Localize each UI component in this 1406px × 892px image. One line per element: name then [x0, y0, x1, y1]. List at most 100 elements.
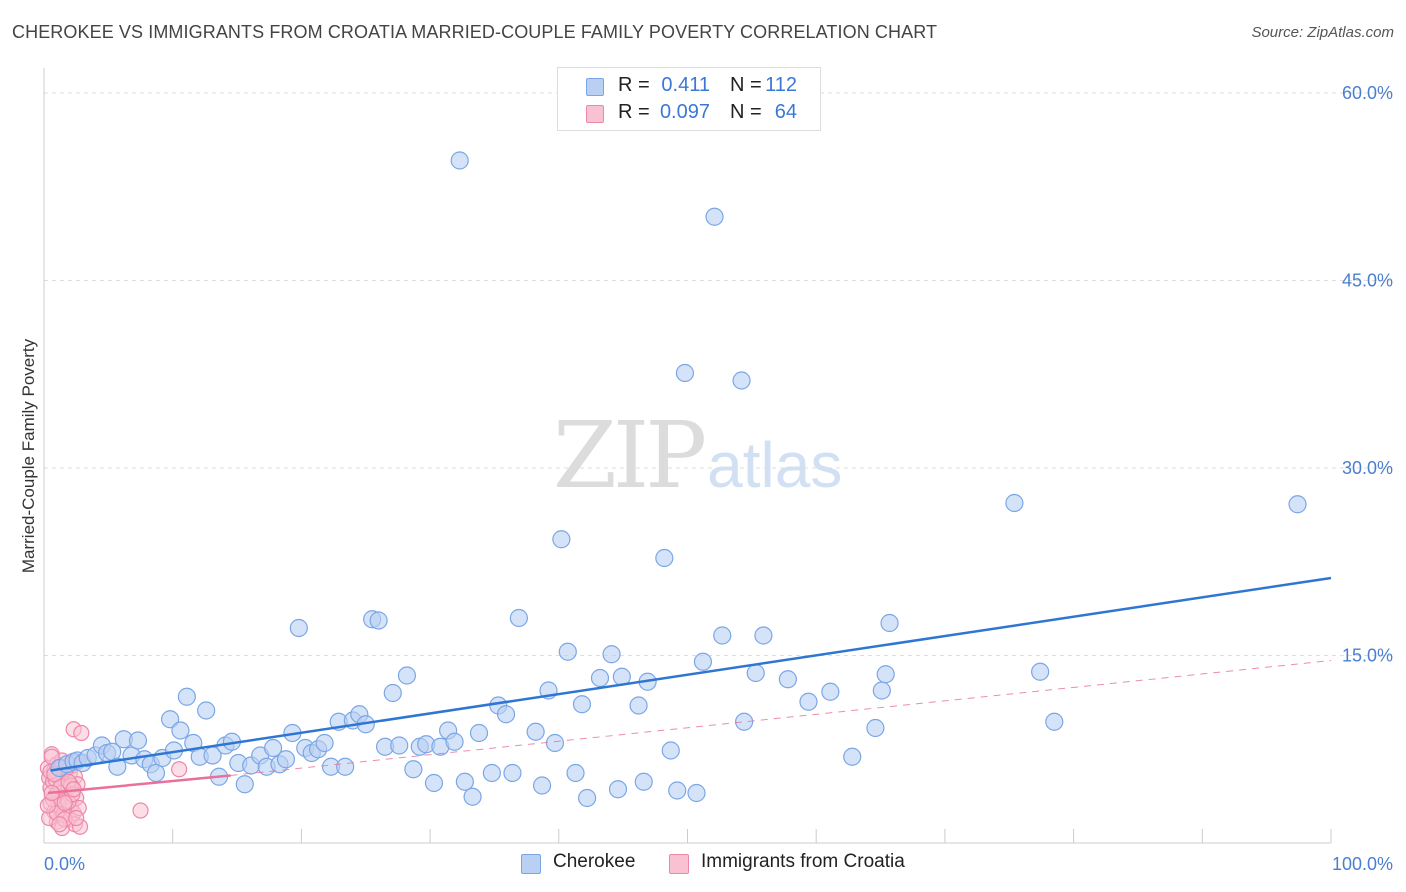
- data-point-cherokee: [675, 363, 695, 383]
- legend-n-label: N =: [730, 101, 762, 123]
- cherokee-swatch: [521, 854, 541, 874]
- croatia-swatch: [586, 105, 604, 123]
- series-croatia-points: [39, 721, 188, 837]
- data-point-cherokee: [655, 548, 674, 568]
- data-point-cherokee: [602, 645, 621, 664]
- y-tick-label: 30.0%: [1342, 458, 1393, 478]
- data-point-cherokee: [177, 687, 196, 706]
- data-point-cherokee: [197, 701, 216, 720]
- data-point-cherokee: [463, 787, 482, 806]
- data-point-cherokee: [469, 723, 489, 743]
- x-tick-marks: [172, 829, 1332, 843]
- legend-r-label: R =: [618, 74, 650, 96]
- data-point-cherokee: [732, 371, 751, 390]
- data-point-cherokee: [509, 608, 529, 628]
- data-point-cherokee: [397, 666, 417, 685]
- legend-row-cherokee: R = 0.411 N = 112: [558, 74, 820, 100]
- data-point-croatia: [171, 761, 188, 778]
- data-point-cherokee: [496, 705, 516, 724]
- y-axis-label: Married-Couple Family Poverty: [19, 338, 38, 573]
- bottom-legend-label: Cherokee: [553, 851, 636, 872]
- data-point-cherokee: [566, 763, 585, 783]
- data-point-cherokee: [482, 763, 501, 783]
- bottom-legend-label: Immigrants from Croatia: [701, 851, 905, 872]
- data-point-cherokee: [880, 613, 899, 633]
- data-point-cherokee: [713, 626, 732, 645]
- data-point-cherokee: [735, 712, 754, 731]
- legend-n-value: 112: [765, 74, 797, 96]
- data-point-cherokee: [876, 665, 895, 684]
- croatia-swatch: [669, 854, 689, 874]
- data-point-cherokee: [693, 652, 713, 671]
- source-credit: Source: ZipAtlas.com: [1251, 24, 1394, 41]
- data-point-cherokee: [705, 207, 724, 226]
- data-point-cherokee: [661, 741, 680, 760]
- x-tick-label-max: 100.0%: [1332, 854, 1393, 874]
- data-point-cherokee: [552, 530, 571, 549]
- data-point-cherokee: [843, 747, 862, 766]
- chart-title: CHEROKEE VS IMMIGRANTS FROM CROATIA MARR…: [12, 22, 938, 42]
- legend-r-label: R =: [618, 101, 650, 123]
- data-point-cherokee: [128, 731, 148, 750]
- data-point-cherokee: [821, 682, 840, 701]
- data-point-cherokee: [532, 776, 552, 795]
- data-point-cherokee: [263, 738, 283, 758]
- data-point-cherokee: [778, 670, 797, 689]
- axes: [43, 68, 1331, 844]
- data-point-cherokee: [424, 773, 444, 793]
- data-point-cherokee: [545, 733, 565, 753]
- y-tick-label: 60.0%: [1342, 83, 1393, 103]
- data-point-croatia: [56, 794, 73, 812]
- watermark-atlas: atlas: [707, 429, 843, 501]
- data-point-cherokee: [578, 788, 597, 808]
- legend-row-croatia: R = 0.097 N = 64: [558, 101, 820, 127]
- data-point-croatia: [73, 724, 90, 742]
- data-point-cherokee: [315, 733, 334, 753]
- trend-line-croatia-extension: [230, 660, 1332, 776]
- trend-lines: [47, 576, 1332, 795]
- data-point-cherokee: [558, 642, 577, 661]
- data-point-cherokee: [289, 618, 308, 638]
- correlation-legend: R = 0.411 N = 112 R = 0.097 N = 64: [557, 67, 821, 131]
- data-point-cherokee: [572, 695, 592, 714]
- data-point-cherokee: [336, 757, 355, 776]
- data-point-croatia: [132, 802, 149, 819]
- data-point-cherokee: [108, 757, 127, 776]
- legend-r-value: 0.411: [661, 74, 710, 96]
- gridlines: [44, 92, 1395, 656]
- y-tick-label: 45.0%: [1342, 271, 1393, 291]
- data-point-cherokee: [668, 781, 687, 800]
- x-tick-label-min: 0.0%: [44, 854, 85, 874]
- data-point-cherokee: [608, 780, 628, 799]
- data-point-cherokee: [369, 611, 388, 630]
- y-tick-label: 15.0%: [1342, 646, 1393, 666]
- data-point-cherokee: [404, 760, 423, 779]
- data-point-cherokee: [629, 696, 648, 715]
- data-point-cherokee: [799, 692, 818, 711]
- data-point-cherokee: [526, 722, 545, 741]
- data-point-cherokee: [590, 668, 610, 688]
- legend-n-label: N =: [730, 74, 762, 96]
- data-point-cherokee: [276, 750, 296, 769]
- data-point-cherokee: [866, 718, 885, 738]
- trend-line-cherokee: [50, 576, 1332, 772]
- legend-n-value: 64: [774, 101, 797, 123]
- legend-r-value: 0.097: [659, 101, 710, 123]
- data-point-croatia: [51, 816, 68, 833]
- data-point-cherokee: [1045, 712, 1064, 731]
- data-point-cherokee: [445, 732, 464, 751]
- data-point-cherokee: [746, 663, 765, 683]
- y-tick-labels: 15.0% 30.0% 45.0% 60.0%: [1342, 83, 1393, 666]
- data-point-cherokee: [235, 775, 254, 794]
- data-point-cherokee: [390, 736, 409, 755]
- data-point-cherokee: [634, 772, 653, 791]
- trend-line-croatia: [47, 774, 231, 795]
- data-point-cherokee: [450, 151, 469, 170]
- data-point-cherokee: [872, 681, 891, 700]
- data-point-cherokee: [383, 683, 402, 703]
- watermark: ZIPatlas: [553, 402, 842, 509]
- data-point-cherokee: [1288, 495, 1307, 514]
- data-point-cherokee: [161, 710, 180, 729]
- data-point-cherokee: [687, 783, 706, 803]
